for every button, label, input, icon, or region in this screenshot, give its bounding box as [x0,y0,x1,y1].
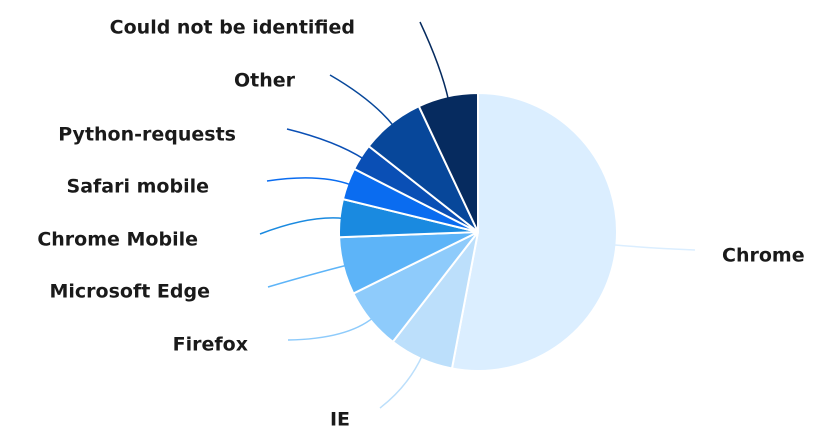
slice-label: Chrome Mobile [37,229,198,251]
slice-label: Firefox [173,334,248,356]
slice-label: Python-requests [58,124,236,146]
slice-label: IE [330,409,350,430]
slice-label: Could not be identified [110,17,355,39]
leader-line [419,21,450,101]
leader-line [286,128,365,160]
leader-line [612,243,696,251]
slice-label: Other [234,70,296,92]
leader-line [266,177,352,186]
leader-line [287,316,374,341]
leader-line [267,264,348,288]
slice-label: Chrome [722,245,805,267]
leader-line [259,217,344,235]
leader-line [379,354,424,409]
slice-label: Safari mobile [67,176,209,198]
leader-line [329,74,395,127]
slice-label: Microsoft Edge [50,281,211,303]
